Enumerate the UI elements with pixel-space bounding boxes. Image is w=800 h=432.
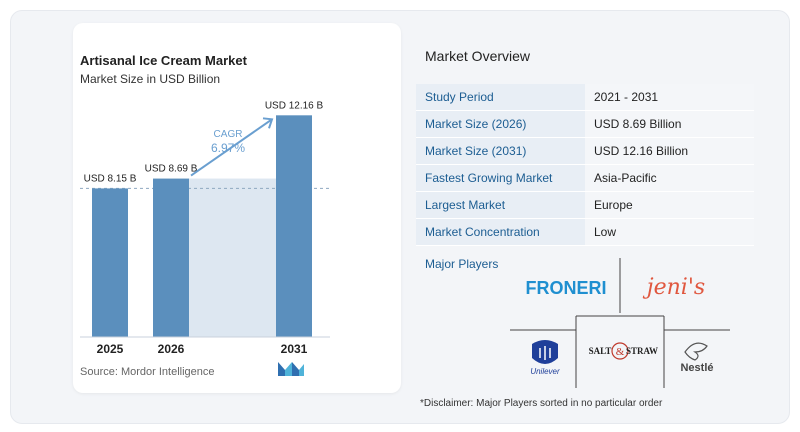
overview-row-value: Europe bbox=[585, 191, 754, 219]
overview-row: Market Concentration Low bbox=[416, 218, 754, 246]
overview-row-label: Largest Market bbox=[416, 191, 585, 219]
bar-2026 bbox=[153, 178, 189, 337]
overview-row-value: Asia-Pacific bbox=[585, 164, 754, 192]
bar-2025 bbox=[92, 188, 128, 337]
overview-row-value: USD 12.16 Billion bbox=[585, 137, 754, 165]
cagr-label: CAGR bbox=[214, 129, 243, 140]
major-players-label: Major Players bbox=[425, 257, 499, 271]
froneri-logo: FRONERI bbox=[526, 278, 607, 298]
chart-title: Artisanal Ice Cream Market bbox=[80, 53, 247, 68]
overview-table: Study Period 2021 - 2031 Market Size (2026… bbox=[416, 84, 754, 246]
overview-row-label: Market Concentration bbox=[416, 218, 585, 246]
x-tick-label: 2025 bbox=[97, 342, 124, 356]
overview-row-label: Fastest Growing Market bbox=[416, 164, 585, 192]
svg-text:Unilever: Unilever bbox=[530, 367, 560, 376]
disclaimer: *Disclaimer: Major Players sorted in no … bbox=[420, 398, 663, 409]
x-tick-label: 2026 bbox=[158, 342, 185, 356]
overview-row: Market Size (2026) USD 8.69 Billion bbox=[416, 110, 754, 138]
data-label-2025: USD 8.15 B bbox=[84, 173, 137, 184]
svg-text:FRONERI: FRONERI bbox=[526, 278, 607, 298]
overview-row-value: Low bbox=[585, 218, 754, 246]
x-tick-label: 2031 bbox=[281, 342, 308, 356]
overview-row: Study Period 2021 - 2031 bbox=[416, 84, 754, 111]
overview-row-value: USD 8.69 Billion bbox=[585, 110, 754, 138]
source-note: Source: Mordor Intelligence bbox=[80, 366, 215, 378]
cagr-arrow-head bbox=[262, 117, 274, 129]
market-overview-title: Market Overview bbox=[425, 48, 531, 64]
data-label-2031: USD 12.16 B bbox=[265, 100, 324, 111]
cagr-arrow bbox=[190, 118, 273, 177]
overview-row: Largest Market Europe bbox=[416, 191, 754, 219]
svg-text:Nestlé: Nestlé bbox=[680, 362, 713, 374]
data-label-2026: USD 8.69 B bbox=[145, 164, 198, 175]
overview-row-label: Market Size (2026) bbox=[416, 110, 585, 138]
overview-row-value: 2021 - 2031 bbox=[585, 84, 754, 111]
major-players-logos: FRONERI jeni's Unilever SALT & STRAW Nes… bbox=[510, 258, 730, 388]
bar-2031 bbox=[276, 115, 312, 337]
overview-row: Market Size (2031) USD 12.16 Billion bbox=[416, 137, 754, 165]
salt-and-straw-logo: SALT & STRAW bbox=[589, 342, 658, 360]
svg-text:STRAW: STRAW bbox=[626, 346, 658, 356]
chart-subtitle: Market Size in USD Billion bbox=[80, 72, 221, 86]
growth-shade bbox=[189, 178, 276, 337]
nestle-logo: Nestlé bbox=[680, 342, 714, 374]
jenis-logo: jeni's bbox=[642, 275, 705, 300]
svg-text:jeni's: jeni's bbox=[642, 275, 705, 300]
unilever-logo: Unilever bbox=[530, 340, 560, 376]
cagr-value: 6.97% bbox=[211, 141, 245, 155]
mordor-logo-icon bbox=[278, 362, 304, 376]
overview-row-label: Market Size (2031) bbox=[416, 137, 585, 165]
overview-row-label: Study Period bbox=[416, 84, 585, 111]
overview-row: Fastest Growing Market Asia-Pacific bbox=[416, 164, 754, 192]
svg-text:&: & bbox=[616, 346, 625, 358]
svg-text:SALT: SALT bbox=[589, 346, 612, 356]
